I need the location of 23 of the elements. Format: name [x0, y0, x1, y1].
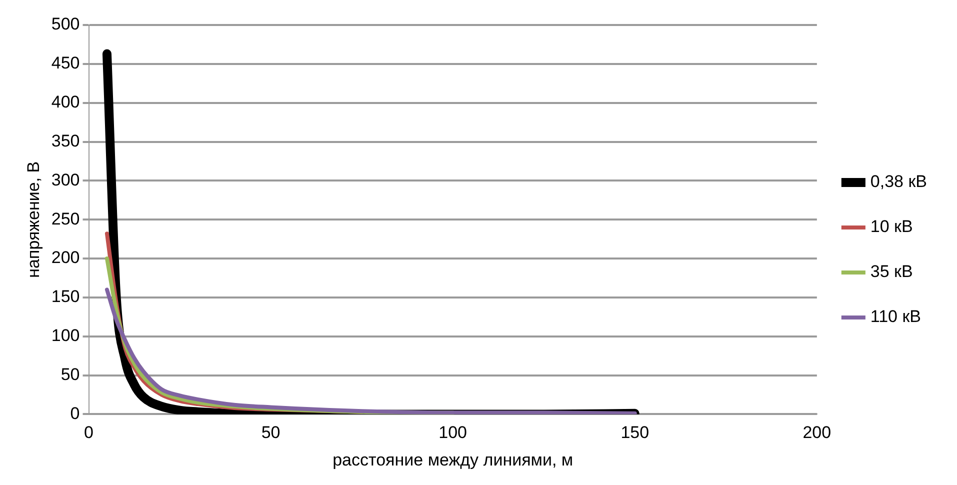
legend-label: 10 кВ	[870, 217, 913, 236]
y-tick-label: 100	[51, 326, 80, 346]
x-axis-title: расстояние между линиями, м	[332, 450, 574, 470]
y-tick-label: 350	[51, 131, 80, 150]
y-tick-label: 0	[70, 404, 80, 423]
legend-label: 110 кВ	[870, 307, 922, 326]
x-tick-label: 200	[802, 423, 832, 442]
legend-label: 35 кВ	[870, 262, 913, 282]
x-tick-label: 150	[620, 423, 650, 442]
line-series	[104, 288, 637, 414]
y-tick-label: 200	[51, 248, 80, 268]
legend-label: 0,38 кВ	[870, 172, 928, 192]
x-tick-label: 50	[261, 423, 280, 442]
y-tick-label: 250	[51, 209, 80, 228]
x-tick-label: 0	[84, 423, 94, 442]
x-tick-label: 100	[438, 423, 468, 442]
y-tick-label: 450	[51, 54, 80, 73]
y-tick-label: 150	[51, 287, 80, 306]
y-axis-title: напряжение, В	[24, 161, 43, 278]
y-tick-label: 50	[60, 364, 80, 384]
y-tick-label: 300	[51, 170, 80, 190]
y-tick-label: 400	[51, 92, 80, 112]
y-tick-label: 500	[51, 14, 80, 34]
